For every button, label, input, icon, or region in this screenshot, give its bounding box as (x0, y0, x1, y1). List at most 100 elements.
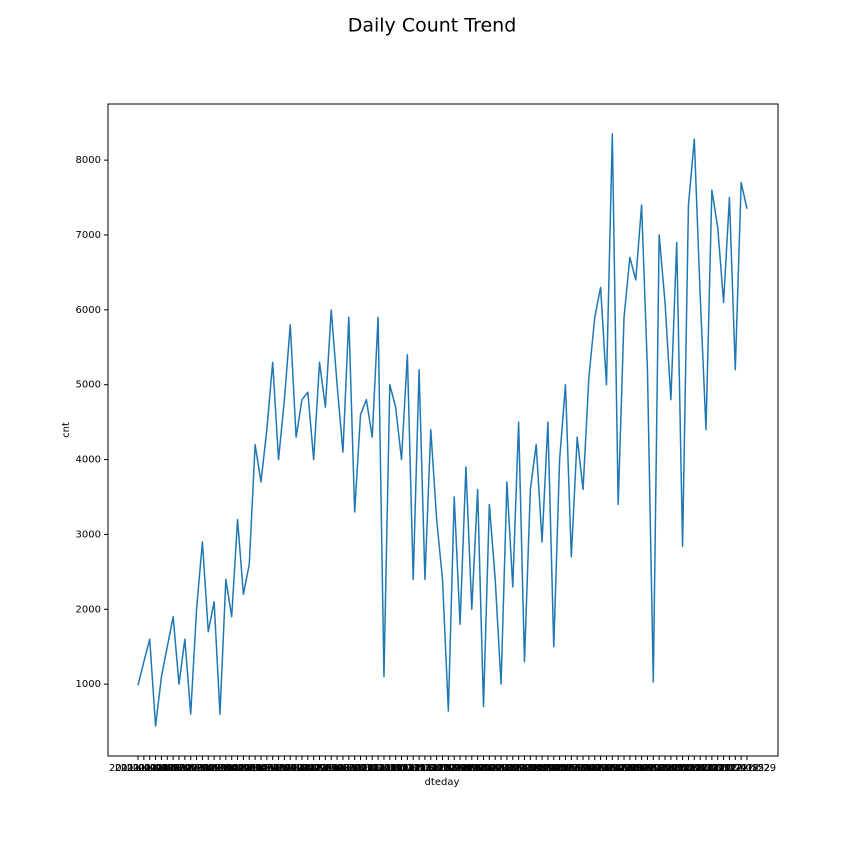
x-tick-label: 2012-10-06 (648, 763, 706, 774)
x-tick-label: 2011-10-29 (361, 763, 419, 774)
x-tick-label: 2011-12-31 (413, 763, 471, 774)
x-tick-label: 2012-03-03 (466, 763, 524, 774)
x-tick-label: 2011-07-30 (285, 763, 343, 774)
x-tick-label: 2011-06-25 (255, 763, 313, 774)
x-tick-label: 2011-07-23 (279, 763, 337, 774)
x-tick-label: 2011-10-15 (349, 763, 407, 774)
chart-title: Daily Count Trend (348, 15, 517, 37)
x-tick-label: 2011-11-19 (378, 763, 436, 774)
x-tick-label: 2012-02-25 (460, 763, 518, 774)
y-tick-label: 3000 (76, 529, 101, 540)
x-tick-label: 2011-05-07 (214, 763, 272, 774)
x-tick-label: 2011-09-10 (320, 763, 378, 774)
x-tick-label: 2011-04-09 (191, 763, 249, 774)
x-tick-label: 2011-07-16 (273, 763, 331, 774)
x-tick-label: 2011-07-09 (267, 763, 325, 774)
x-tick-label: 2011-09-17 (326, 763, 384, 774)
x-tick-label: 2011-02-19 (150, 763, 208, 774)
x-tick-label: 2011-08-20 (302, 763, 360, 774)
x-tick-label: 2012-11-03 (671, 763, 729, 774)
y-tick-label: 8000 (76, 155, 101, 166)
x-tick-label: 2012-06-02 (542, 763, 600, 774)
x-tick-label: 2011-12-10 (396, 763, 454, 774)
x-tick-label: 2012-11-10 (677, 763, 735, 774)
x-tick-label: 2012-06-23 (560, 763, 618, 774)
x-tick-label: 2011-06-11 (244, 763, 302, 774)
x-tick-label: 2012-04-21 (507, 763, 565, 774)
x-tick-label: 2012-09-08 (624, 763, 682, 774)
x-tick-label: 2011-01-22 (127, 763, 185, 774)
x-tick-label: 2012-08-11 (601, 763, 659, 774)
x-tick-label: 2011-04-30 (208, 763, 266, 774)
x-tick-label: 2011-03-19 (173, 763, 231, 774)
x-tick-label: 2012-10-13 (654, 763, 712, 774)
x-tick-label: 2011-02-05 (138, 763, 196, 774)
x-tick-label: 2012-05-19 (531, 763, 589, 774)
x-tick-label: 2012-02-04 (443, 763, 501, 774)
data-line (137, 133, 748, 727)
x-tick-label: 2011-12-03 (390, 763, 448, 774)
x-tick-label: 2011-01-08 (115, 763, 173, 774)
y-tick-label: 7000 (76, 230, 101, 241)
x-tick-label: 2011-04-23 (203, 763, 261, 774)
x-tick-label: 2012-01-21 (431, 763, 489, 774)
x-tick-label: 2011-08-06 (290, 763, 348, 774)
x-tick-label: 2011-05-14 (220, 763, 278, 774)
x-tick-label: 2012-05-05 (519, 763, 577, 774)
x-tick-label: 2011-02-26 (156, 763, 214, 774)
x-tick-label: 2011-12-17 (402, 763, 460, 774)
x-tick-label: 2011-03-05 (162, 763, 220, 774)
y-tick-label: 2000 (76, 604, 101, 615)
x-tick-label: 2012-10-27 (665, 763, 723, 774)
y-axis-label: cnt (61, 422, 72, 438)
x-tick-label: 2012-03-10 (472, 763, 530, 774)
x-tick-label: 2011-06-04 (238, 763, 296, 774)
x-tick-label: 2011-04-02 (185, 763, 243, 774)
x-tick-label: 2012-12-08 (700, 763, 758, 774)
x-tick-label: 2011-08-13 (296, 763, 354, 774)
x-tick-label: 2012-09-22 (636, 763, 694, 774)
x-tick-label: 2011-07-02 (261, 763, 319, 774)
x-tick-label: 2011-10-08 (343, 763, 401, 774)
x-tick-label: 2012-02-18 (454, 763, 512, 774)
x-tick-label: 2012-05-12 (525, 763, 583, 774)
x-tick-label: 2012-01-07 (419, 763, 477, 774)
x-tick-label: 2012-09-01 (618, 763, 676, 774)
x-tick-label: 2011-04-16 (197, 763, 255, 774)
x-tick-label: 2012-02-11 (449, 763, 507, 774)
x-tick-label: 2012-04-07 (495, 763, 553, 774)
x-tick-label: 2011-11-12 (372, 763, 430, 774)
x-tick-label: 2012-09-29 (642, 763, 700, 774)
x-tick-label: 2011-03-12 (167, 763, 225, 774)
x-tick-label: 2012-03-17 (478, 763, 536, 774)
x-tick-label: 2012-12-15 (706, 763, 764, 774)
x-tick-label: 2012-04-14 (501, 763, 559, 774)
x-tick-label: 2011-12-24 (408, 763, 466, 774)
x-tick-label: 2011-05-28 (232, 763, 290, 774)
x-tick-label: 2012-06-09 (548, 763, 606, 774)
x-tick-label: 2012-07-28 (589, 763, 647, 774)
x-tick-label: 2011-10-22 (355, 763, 413, 774)
x-tick-label: 2011-03-26 (179, 763, 237, 774)
x-tick-label: 2011-08-27 (308, 763, 366, 774)
y-tick-label: 5000 (76, 380, 101, 391)
x-tick-label: 2012-11-17 (683, 763, 741, 774)
x-tick-label: 2011-01-29 (132, 763, 190, 774)
x-tick-label: 2011-11-26 (384, 763, 442, 774)
x-tick-label: 2012-08-04 (595, 763, 653, 774)
x-tick-label: 2012-12-29 (718, 763, 776, 774)
x-tick-label: 2012-04-28 (513, 763, 571, 774)
y-tick-label: 1000 (76, 679, 101, 690)
x-tick-label: 2012-06-30 (566, 763, 624, 774)
x-tick-label: 2012-07-14 (577, 763, 635, 774)
x-tick-label: 2012-01-14 (425, 763, 483, 774)
x-tick-label: 2012-11-24 (689, 763, 747, 774)
x-axis-label: dteday (425, 777, 460, 788)
x-tick-label: 2011-09-24 (331, 763, 389, 774)
x-tick-label: 2011-05-21 (226, 763, 284, 774)
x-tick-label: 2012-07-21 (583, 763, 641, 774)
x-tick-label: 2012-08-18 (607, 763, 665, 774)
